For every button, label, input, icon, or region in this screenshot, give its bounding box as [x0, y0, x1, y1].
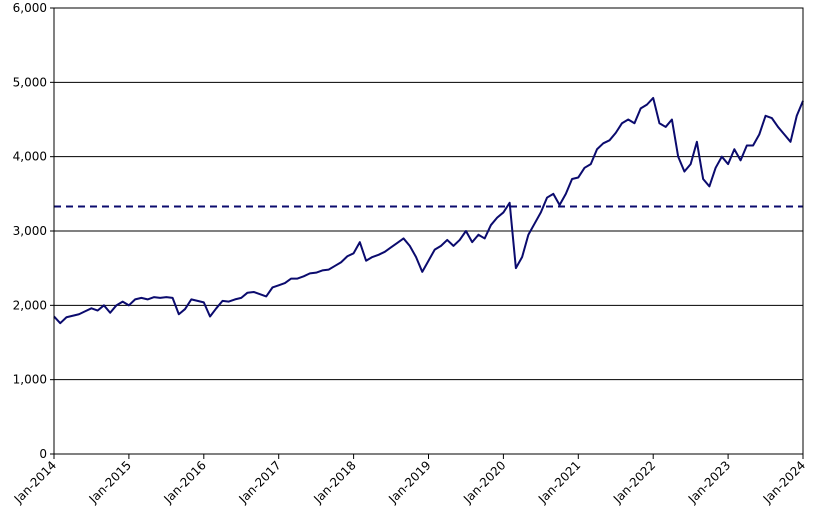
y-tick-label: 4,000 — [13, 150, 47, 164]
x-tick-label: Jan-2014 — [11, 458, 59, 506]
x-tick-label: Jan-2021 — [535, 458, 583, 506]
x-axis-ticks: Jan-2014 Jan-2015 Jan-2016 Jan-2017 Jan-2018… — [11, 454, 808, 507]
x-tick-label: Jan-2024 — [760, 458, 808, 506]
y-axis-ticks: 0 1,000 2,000 3,000 4,000 5,000 6,000 — [13, 1, 54, 461]
x-tick-label: Jan-2018 — [310, 458, 358, 506]
y-tick-label: 3,000 — [13, 224, 47, 238]
series-line — [53, 96, 804, 325]
x-tick-label: Jan-2016 — [161, 458, 209, 506]
y-tick-label: 2,000 — [13, 298, 47, 312]
y-tick-label: 6,000 — [13, 1, 47, 15]
x-tick-label: Jan-2019 — [385, 458, 433, 506]
x-tick-label: Jan-2015 — [86, 458, 134, 506]
x-tick-label: Jan-2022 — [610, 458, 658, 506]
x-tick-label: Jan-2020 — [460, 458, 508, 506]
series-group — [53, 96, 804, 325]
y-tick-label: 0 — [39, 447, 47, 461]
x-tick-label: Jan-2017 — [235, 458, 283, 506]
x-tick-label: Jan-2023 — [685, 458, 733, 506]
y-tick-label: 5,000 — [13, 75, 47, 89]
gridlines — [54, 81, 803, 381]
y-tick-label: 1,000 — [13, 373, 47, 387]
